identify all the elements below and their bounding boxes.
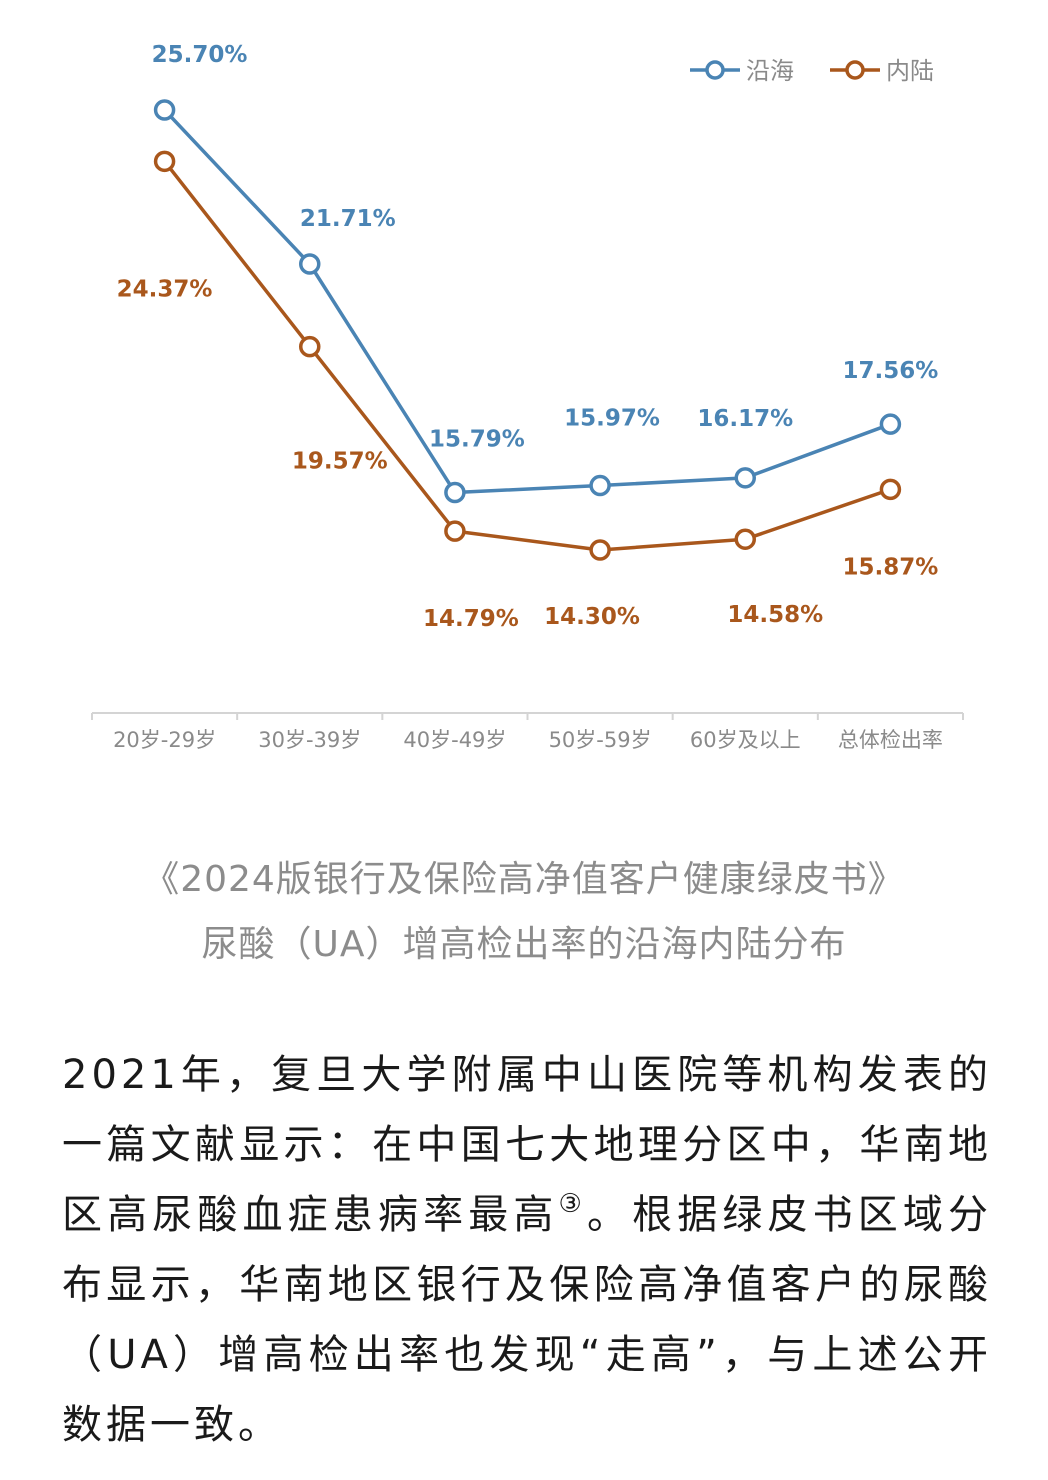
x-tick-label: 60岁及以上 (690, 728, 801, 752)
legend-marker (705, 60, 725, 80)
data-point (444, 481, 466, 504)
data-point (734, 467, 756, 489)
legend-marker (845, 60, 865, 80)
data-point (299, 253, 321, 275)
chart-series (153, 99, 902, 561)
data-point (589, 474, 611, 497)
data-point (734, 528, 756, 550)
data-point (153, 99, 176, 121)
data-point (589, 539, 611, 561)
series-line-inland (163, 160, 891, 552)
article-paragraph: 2021年，复旦大学附属中山医院等机构发表的一篇文献显示：在中国七大地理分区中，… (62, 1040, 992, 1460)
data-label: 15.97% (564, 406, 660, 432)
legend-label: 内陆 (886, 57, 934, 85)
footnote-marker[interactable]: ③ (558, 1189, 587, 1219)
x-tick-label: 总体检出率 (838, 728, 943, 752)
data-label: 25.70% (152, 42, 248, 68)
data-label: 21.71% (300, 206, 396, 232)
x-tick-label: 20岁-29岁 (113, 728, 216, 752)
x-tick-label: 30岁-39岁 (258, 728, 361, 752)
chart-caption-title: 《2024版银行及保险高净值客户健康绿皮书》 (143, 859, 905, 900)
data-label: 15.87% (843, 554, 939, 580)
data-label: 15.79% (429, 426, 525, 452)
paragraph-text-part2: 。根据绿皮书区域分布显示，华南地区银行及保险高净值客户的尿酸（UA）增高检出率也… (62, 1192, 993, 1448)
paragraph-text-part1: 2021年，复旦大学附属中山医院等机构发表的一篇文献显示：在中国七大地理分区中，… (62, 1052, 992, 1238)
data-point (879, 478, 902, 501)
data-label: 24.37% (117, 276, 213, 302)
data-label: 14.30% (544, 604, 640, 630)
line-chart: 20岁-29岁 30岁-39岁 40岁-49岁 50岁-59岁 60岁及以上 总体检出率 … (91, 42, 964, 752)
x-tick-label: 50岁-59岁 (549, 728, 652, 752)
legend: 沿海 内陆 (690, 57, 934, 85)
x-axis: 20岁-29岁 30岁-39岁 40岁-49岁 50岁-59岁 60岁及以上 总体检出率 (91, 712, 964, 752)
data-point (299, 335, 321, 358)
legend-label: 沿海 (746, 57, 794, 85)
data-point (153, 150, 176, 173)
data-labels: 25.70% 21.71% 15.79% 15.97% 16.17% 17.56% 24.3… (117, 42, 939, 632)
chart-caption-subtitle: 尿酸（UA）增高检出率的沿海内陆分布 (201, 924, 847, 965)
data-label: 17.56% (843, 358, 939, 384)
data-label: 19.57% (292, 449, 388, 475)
data-point (879, 413, 902, 435)
series-line-coastal (163, 108, 892, 495)
data-point (444, 520, 466, 542)
data-label: 14.79% (423, 606, 519, 632)
x-tick-label: 40岁-49岁 (403, 728, 506, 752)
data-label: 16.17% (697, 406, 793, 432)
data-label: 14.58% (727, 602, 823, 628)
